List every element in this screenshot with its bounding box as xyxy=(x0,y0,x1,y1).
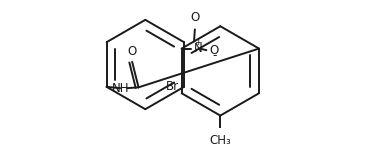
Text: CH₃: CH₃ xyxy=(209,134,231,147)
Text: O: O xyxy=(209,44,219,57)
Text: N: N xyxy=(193,42,202,55)
Text: O: O xyxy=(190,11,199,24)
Text: Br: Br xyxy=(166,80,179,93)
Text: O: O xyxy=(128,45,137,58)
Text: NH: NH xyxy=(112,82,129,95)
Text: +: + xyxy=(195,38,202,47)
Text: -: - xyxy=(213,49,217,62)
